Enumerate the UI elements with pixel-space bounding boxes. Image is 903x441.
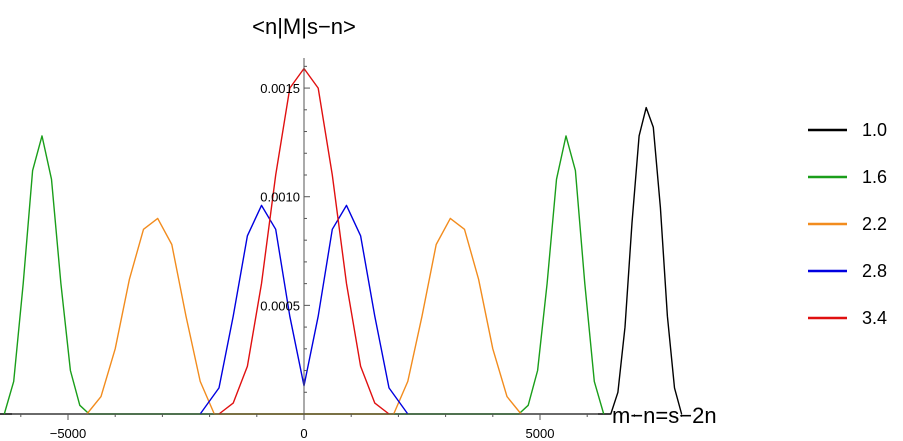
series-line-1-0	[0, 106, 683, 415]
legend-label-1-6: 1.6	[862, 167, 887, 187]
x-axis-title: m−n=s−2n	[612, 403, 717, 428]
y-axis-title: <n|M|s−n>	[252, 14, 356, 39]
legend-label-2-8: 2.8	[862, 261, 887, 281]
legend-label-2-2: 2.2	[862, 214, 887, 234]
legend-label-1-0: 1.0	[862, 120, 887, 140]
x-tick-label: 5000	[526, 426, 555, 441]
x-ticks: −5000 0 5000	[20, 414, 683, 441]
y-tick-label: 0.0015	[260, 81, 300, 96]
legend: 1.0 1.6 2.2 2.8 3.4	[808, 120, 887, 328]
x-tick-label: −5000	[50, 426, 87, 441]
y-tick-label: 0.0005	[260, 298, 300, 313]
curves-layer	[0, 67, 683, 415]
x-tick-label: 0	[300, 426, 307, 441]
y-ticks: 0.0005 0.0010 0.0015	[260, 65, 310, 393]
legend-label-3-4: 3.4	[862, 308, 887, 328]
y-tick-label: 0.0010	[260, 190, 300, 205]
